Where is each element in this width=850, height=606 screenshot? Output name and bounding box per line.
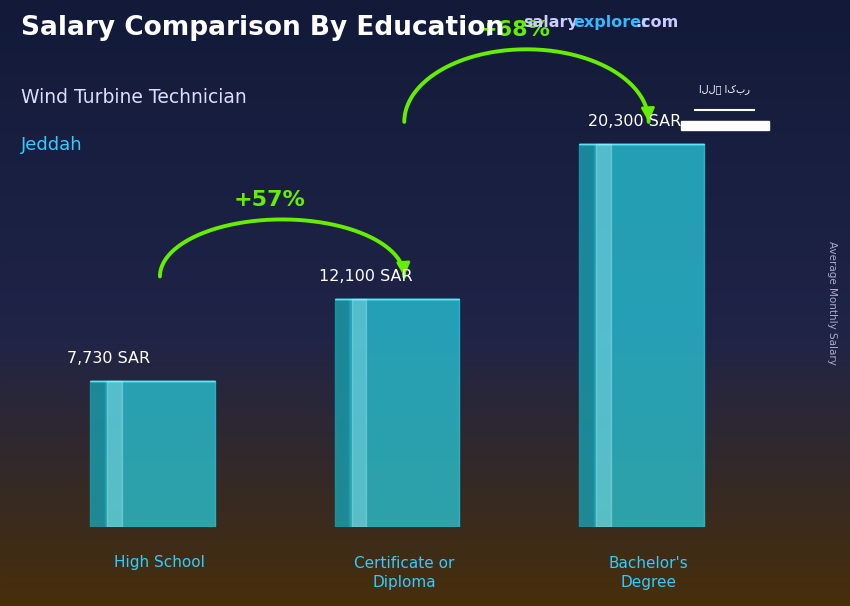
Bar <box>349 299 459 527</box>
Text: .com: .com <box>636 15 679 30</box>
Bar <box>105 382 215 527</box>
Bar <box>352 299 366 527</box>
Bar <box>596 144 611 527</box>
Text: salary: salary <box>523 15 578 30</box>
Text: +68%: +68% <box>479 20 550 40</box>
Bar <box>90 382 105 527</box>
Text: +57%: +57% <box>234 190 306 210</box>
Text: 12,100 SAR: 12,100 SAR <box>319 269 412 284</box>
Bar <box>593 144 704 527</box>
Text: Jeddah: Jeddah <box>21 136 82 155</box>
Text: اللہ اکبر: اللہ اکبر <box>699 84 750 95</box>
Text: Salary Comparison By Education: Salary Comparison By Education <box>21 15 504 41</box>
Text: Wind Turbine Technician: Wind Turbine Technician <box>21 88 247 107</box>
Text: 20,300 SAR: 20,300 SAR <box>587 115 681 130</box>
Text: Average Monthly Salary: Average Monthly Salary <box>827 241 837 365</box>
Bar <box>107 382 122 527</box>
Text: 7,730 SAR: 7,730 SAR <box>67 351 150 367</box>
Bar <box>579 144 593 527</box>
Text: explorer: explorer <box>574 15 650 30</box>
Text: High School: High School <box>115 556 206 570</box>
Text: Certificate or
Diploma: Certificate or Diploma <box>354 556 455 590</box>
Bar <box>681 121 768 130</box>
Bar <box>335 299 349 527</box>
Text: Bachelor's
Degree: Bachelor's Degree <box>609 556 689 590</box>
